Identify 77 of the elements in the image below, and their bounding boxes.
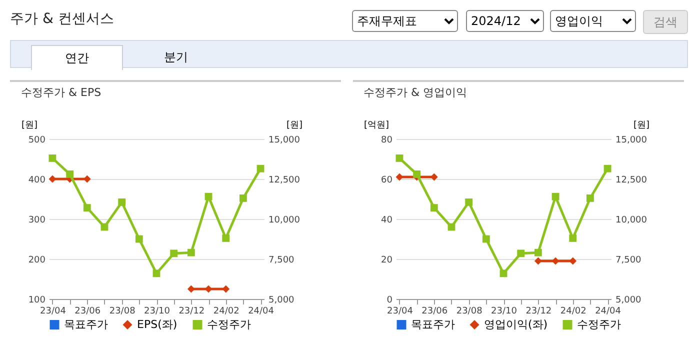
point <box>430 204 438 212</box>
x-tick-label: 23/10 <box>491 306 518 316</box>
y2-tick-label: 12,500 <box>268 176 300 186</box>
text: 영업이익 <box>550 10 636 32</box>
point <box>83 204 91 212</box>
y-axis-title: [원] <box>21 120 38 130</box>
text: 주재무제표 <box>352 10 458 32</box>
x-tick-label: 23/10 <box>144 306 170 316</box>
point <box>482 235 490 243</box>
y-tick-label: 60 <box>381 176 393 186</box>
x-tick-label: 24/04 <box>248 306 274 316</box>
text: 분기 <box>163 49 189 66</box>
x-tick-label: 23/04 <box>40 306 66 316</box>
y2-tick-label: 10,000 <box>268 216 300 226</box>
legend-label: 영업이익(좌) <box>484 318 548 331</box>
legend-label: 목표주가 <box>64 318 108 331</box>
y2-tick-label: 5,000 <box>616 296 642 306</box>
text: 주가 & 컨센서스 <box>10 10 114 28</box>
point <box>118 198 126 206</box>
point <box>256 164 264 172</box>
x-tick-label: 24/02 <box>213 306 240 316</box>
y2-tick-label: 15,000 <box>268 136 300 146</box>
y-axis-title: [억원] <box>364 120 390 130</box>
text: 검색 <box>643 10 688 34</box>
y2-tick-label: 15,000 <box>616 136 648 146</box>
legend-label: 목표주가 <box>411 318 455 331</box>
chart-title: 수정주가 & EPS <box>20 86 102 99</box>
x-tick-label: 23/08 <box>109 306 136 316</box>
y2-axis-title: [원] <box>286 120 303 130</box>
y2-tick-label: 5,000 <box>268 296 295 306</box>
y-tick-label: 0 <box>386 296 393 306</box>
x-tick-label: 24/04 <box>595 306 622 316</box>
y2-axis-title: [원] <box>633 120 650 130</box>
point <box>152 270 160 278</box>
point <box>586 194 594 202</box>
x-tick-label: 23/06 <box>422 306 448 316</box>
point <box>239 194 247 202</box>
y2-tick-label: 10,000 <box>616 216 648 226</box>
x-tick-label: 23/06 <box>74 306 101 316</box>
y2-tick-label: 7,500 <box>268 256 295 266</box>
x-tick-label: 23/12 <box>178 306 205 316</box>
point <box>222 234 230 242</box>
x-tick-label: 23/04 <box>387 306 414 316</box>
point <box>517 250 525 258</box>
y2-tick-label: 12,500 <box>616 176 648 186</box>
x-tick-label: 23/08 <box>456 306 483 316</box>
text: 연간 <box>31 45 123 70</box>
point <box>552 192 560 200</box>
y-tick-label: 300 <box>28 216 46 226</box>
y-tick-label: 100 <box>28 296 46 306</box>
x-tick-label: 23/12 <box>526 306 552 316</box>
y-tick-label: 40 <box>381 216 393 226</box>
y-tick-label: 200 <box>28 256 46 266</box>
text: 2024/12 <box>466 10 544 32</box>
point <box>569 234 577 242</box>
y-tick-label: 20 <box>381 256 393 266</box>
point <box>170 250 178 258</box>
point <box>604 164 612 172</box>
x-tick-label: 24/02 <box>560 306 586 316</box>
point <box>187 248 195 256</box>
point <box>500 270 508 278</box>
y-tick-label: 500 <box>28 136 46 146</box>
legend-label: 수정주가 <box>207 318 251 331</box>
point <box>534 248 542 256</box>
point <box>135 235 143 243</box>
y-tick-label: 400 <box>28 176 46 186</box>
point <box>48 154 56 162</box>
legend-label: 수정주가 <box>577 318 621 331</box>
point <box>413 170 421 178</box>
y2-tick-label: 7,500 <box>616 256 642 266</box>
point <box>66 170 74 178</box>
legend-label: EPS(좌) <box>137 318 178 331</box>
point <box>465 198 473 206</box>
chart-title: 수정주가 & 영업이익 <box>363 86 468 99</box>
point <box>204 192 212 200</box>
point <box>396 154 404 162</box>
y-tick-label: 80 <box>381 136 393 146</box>
